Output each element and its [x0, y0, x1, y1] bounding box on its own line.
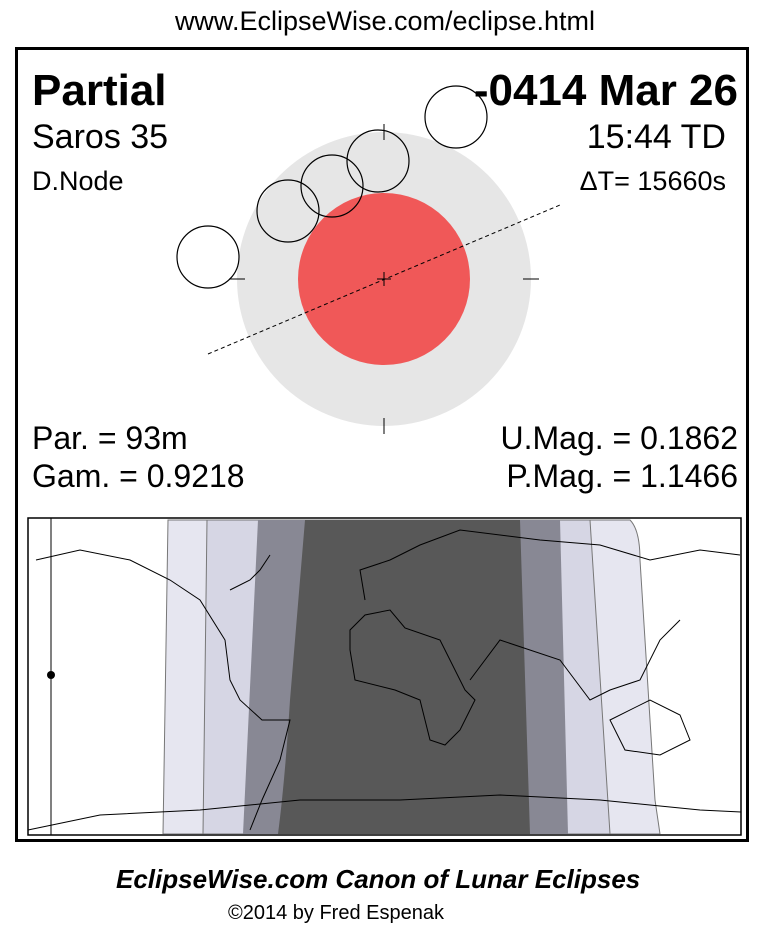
moon-p1	[176, 225, 240, 289]
saros: Saros 35	[32, 118, 169, 156]
moon-p4	[424, 85, 488, 149]
subsolar-point	[47, 671, 55, 679]
moon-u1	[256, 179, 320, 243]
visibility-map	[27, 517, 742, 836]
delta-t: ΔT= 15660s	[579, 166, 726, 196]
copyright: ©2014 by Fred Espenak	[228, 902, 444, 924]
eclipse-type: Partial	[32, 66, 167, 115]
eclipse-date: -0414 Mar 26	[473, 66, 738, 115]
time: 15:44 TD	[586, 118, 726, 156]
diagram-frame	[15, 47, 749, 842]
moon-positions	[176, 85, 488, 289]
umbral-magnitude: U.Mag. = 0.1862	[500, 420, 738, 456]
partial-duration: Par. = 93m	[32, 420, 188, 456]
coastlines	[27, 529, 742, 831]
moon-max	[300, 154, 364, 218]
footer-title: EclipseWise.com Canon of Lunar Eclipses	[116, 864, 641, 894]
band-umbral	[278, 520, 530, 834]
node: D.Node	[32, 166, 124, 196]
gamma: Gam. = 0.9218	[32, 458, 245, 494]
url: www.EclipseWise.com/eclipse.html	[174, 6, 596, 36]
moon-u4	[346, 129, 410, 193]
penumbral-magnitude: P.Mag. = 1.1466	[506, 458, 738, 494]
tick-marks	[229, 124, 539, 434]
